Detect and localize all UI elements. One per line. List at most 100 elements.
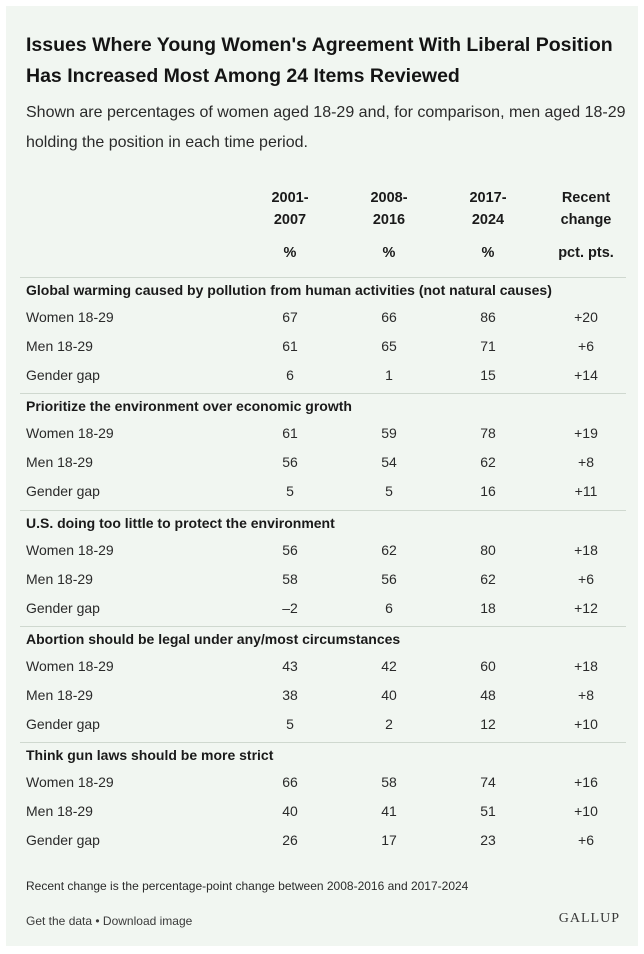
- cell-gender-gap-col1: 5: [286, 716, 294, 732]
- column-header-line2: change: [560, 212, 612, 228]
- row-label-women-18-29: Women 18-29: [26, 425, 114, 441]
- cell-women-18-29-col1: 61: [282, 425, 298, 441]
- link-separator: •: [92, 914, 103, 928]
- cell-women-18-29-col1: 66: [282, 774, 298, 790]
- row-label-men-18-29: Men 18-29: [26, 338, 93, 354]
- cell-women-18-29-col3: 86: [480, 309, 496, 325]
- column-header-4: Recent change pct. pts.: [541, 187, 631, 264]
- chart-title: Issues Where Young Women's Agreement Wit…: [26, 34, 613, 87]
- cell-women-18-29-col1: 56: [282, 542, 298, 558]
- row-label-men-18-29: Men 18-29: [26, 803, 93, 819]
- cell-women-18-29-col3: 74: [480, 774, 496, 790]
- cell-women-18-29-col3: 78: [480, 425, 496, 441]
- cell-men-18-29-col4: +8: [578, 687, 594, 703]
- cell-men-18-29-col4: +10: [574, 803, 598, 819]
- cell-gender-gap-col2: 1: [385, 367, 393, 383]
- cell-gender-gap-col3: 18: [480, 600, 496, 616]
- column-header-3: 2017- 2024%: [443, 187, 533, 264]
- cell-gender-gap-col2: 17: [381, 832, 397, 848]
- column-header-line2: 2007: [273, 212, 307, 228]
- cell-men-18-29-col3: 51: [480, 803, 496, 819]
- gallup-logo: GALLUP: [558, 911, 620, 926]
- get-data-link[interactable]: Get the data: [26, 914, 93, 928]
- cell-women-18-29-col4: +19: [574, 425, 598, 441]
- cell-women-18-29-col1: 67: [282, 309, 298, 325]
- section-divider: [20, 393, 626, 394]
- row-label-women-18-29: Women 18-29: [26, 542, 114, 558]
- cell-gender-gap-col4: +10: [574, 716, 598, 732]
- cell-gender-gap-col3: 12: [480, 716, 496, 732]
- column-header-1: 2001- 2007%: [245, 187, 335, 264]
- cell-men-18-29-col2: 56: [381, 571, 397, 587]
- cell-gender-gap-col2: 5: [385, 483, 393, 499]
- cell-men-18-29-col3: 71: [480, 338, 496, 354]
- section-title-u-s-doing-too-little-to-protec: U.S. doing too little to protect the env…: [26, 515, 335, 531]
- row-label-women-18-29: Women 18-29: [26, 774, 114, 790]
- footer-links: Get the data • Download image: [26, 913, 192, 929]
- cell-women-18-29-col4: +18: [574, 658, 598, 674]
- cell-men-18-29-col4: +8: [578, 454, 594, 470]
- column-header-line2: 2024: [471, 212, 505, 228]
- column-header-line1: 2001-: [271, 190, 309, 206]
- cell-men-18-29-col1: 61: [282, 338, 298, 354]
- chart-card: Issues Where Young Women's Agreement Wit…: [6, 6, 638, 946]
- chart-subtitle: Shown are percentages of women aged 18-2…: [26, 104, 626, 151]
- cell-men-18-29-col1: 40: [282, 803, 298, 819]
- cell-men-18-29-col1: 38: [282, 687, 298, 703]
- footnote: Recent change is the percentage-point ch…: [26, 879, 469, 893]
- row-label-gender-gap: Gender gap: [26, 483, 100, 499]
- cell-gender-gap-col4: +11: [574, 483, 598, 499]
- cell-gender-gap-col1: 6: [286, 367, 294, 383]
- cell-gender-gap-col1: 26: [282, 832, 298, 848]
- cell-men-18-29-col4: +6: [578, 571, 594, 587]
- cell-gender-gap-col4: +14: [574, 367, 598, 383]
- cell-women-18-29-col2: 66: [381, 309, 397, 325]
- cell-women-18-29-col2: 42: [381, 658, 397, 674]
- cell-women-18-29-col2: 59: [381, 425, 397, 441]
- column-unit: %: [382, 245, 396, 261]
- cell-men-18-29-col1: 58: [282, 571, 298, 587]
- column-header-2: 2008- 2016%: [344, 187, 434, 264]
- cell-women-18-29-col4: +20: [574, 309, 598, 325]
- cell-gender-gap-col3: 15: [480, 367, 496, 383]
- section-title-global-warming-caused-by-pollu: Global warming caused by pollution from …: [26, 282, 552, 298]
- cell-men-18-29-col4: +6: [578, 338, 594, 354]
- cell-gender-gap-col2: 6: [385, 600, 393, 616]
- row-label-gender-gap: Gender gap: [26, 832, 100, 848]
- cell-men-18-29-col2: 65: [381, 338, 397, 354]
- column-unit: pct. pts.: [558, 245, 614, 261]
- column-unit: %: [481, 245, 495, 261]
- cell-men-18-29-col3: 62: [480, 571, 496, 587]
- row-label-men-18-29: Men 18-29: [26, 454, 93, 470]
- column-header-line1: 2008-: [370, 190, 408, 206]
- row-label-women-18-29: Women 18-29: [26, 658, 114, 674]
- section-divider: [20, 742, 626, 743]
- cell-gender-gap-col1: 5: [286, 483, 294, 499]
- section-divider: [20, 510, 626, 511]
- cell-gender-gap-col1: –2: [282, 600, 298, 616]
- cell-women-18-29-col4: +18: [574, 542, 598, 558]
- section-divider: [20, 626, 626, 627]
- column-header-line2: 2016: [372, 212, 406, 228]
- cell-gender-gap-col2: 2: [385, 716, 393, 732]
- download-image-link[interactable]: Download image: [102, 914, 193, 928]
- row-label-gender-gap: Gender gap: [26, 716, 100, 732]
- cell-men-18-29-col1: 56: [282, 454, 298, 470]
- section-title-prioritize-the-environment-ove: Prioritize the environment over economic…: [26, 398, 352, 414]
- cell-women-18-29-col2: 58: [381, 774, 397, 790]
- row-label-women-18-29: Women 18-29: [26, 309, 114, 325]
- cell-women-18-29-col2: 62: [381, 542, 397, 558]
- row-label-gender-gap: Gender gap: [26, 600, 100, 616]
- cell-men-18-29-col3: 62: [480, 454, 496, 470]
- cell-gender-gap-col4: +12: [574, 600, 598, 616]
- cell-women-18-29-col4: +16: [574, 774, 598, 790]
- cell-women-18-29-col3: 60: [480, 658, 496, 674]
- cell-men-18-29-col2: 54: [381, 454, 397, 470]
- section-title-think-gun-laws-should-be-more-: Think gun laws should be more strict: [26, 747, 274, 763]
- cell-women-18-29-col3: 80: [480, 542, 496, 558]
- cell-men-18-29-col2: 41: [381, 803, 397, 819]
- row-label-men-18-29: Men 18-29: [26, 687, 93, 703]
- cell-gender-gap-col3: 23: [480, 832, 496, 848]
- section-divider: [20, 277, 626, 278]
- cell-men-18-29-col3: 48: [480, 687, 496, 703]
